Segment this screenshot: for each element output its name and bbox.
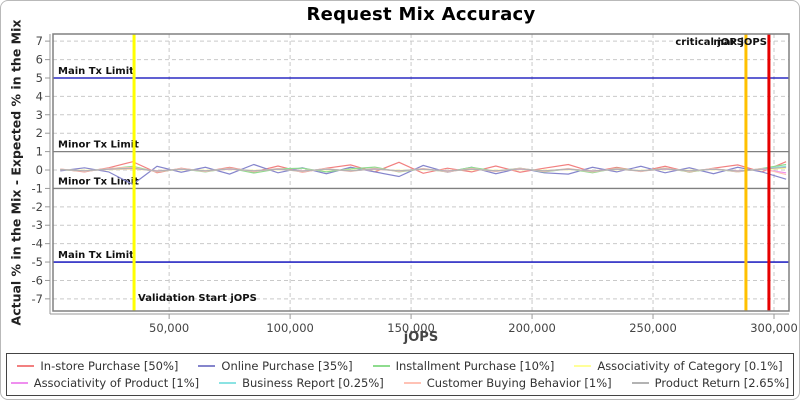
marker-label: Validation Start jOPS bbox=[138, 293, 257, 304]
legend-swatch bbox=[372, 364, 390, 367]
series-line bbox=[60, 166, 787, 172]
y-tick-label: 6 bbox=[36, 53, 43, 67]
limit-line-label: Main Tx Limit bbox=[58, 66, 134, 77]
legend-item: Associativity of Product [1%] bbox=[10, 376, 200, 391]
y-tick-label: -4 bbox=[32, 237, 43, 251]
legend-item: Product Return [2.65%] bbox=[631, 376, 790, 391]
y-tick-label: 1 bbox=[36, 145, 43, 159]
y-tick-label: 5 bbox=[36, 71, 43, 85]
legend-swatch bbox=[17, 364, 35, 367]
series-line bbox=[60, 163, 787, 186]
x-tick-label: 250,000 bbox=[629, 321, 677, 335]
legend-label: In-store Purchase [50%] bbox=[40, 358, 179, 373]
legend-item: Installment Purchase [10%] bbox=[372, 358, 555, 373]
y-tick-label: -3 bbox=[32, 218, 43, 232]
legend-swatch bbox=[631, 382, 649, 385]
x-tick-label: 200,000 bbox=[508, 321, 556, 335]
legend-swatch bbox=[198, 364, 216, 367]
legend-label: Installment Purchase [10%] bbox=[395, 358, 555, 373]
legend-label: Online Purchase [35%] bbox=[221, 358, 353, 373]
y-tick-label: 2 bbox=[36, 126, 43, 140]
y-tick-label: 4 bbox=[36, 89, 43, 103]
y-tick-label: 3 bbox=[36, 108, 43, 122]
legend-item: Customer Buying Behavior [1%] bbox=[403, 376, 612, 391]
x-axis-label: jOPS bbox=[403, 330, 439, 345]
y-tick-label: -5 bbox=[32, 255, 43, 269]
y-tick-label: 0 bbox=[36, 163, 43, 177]
legend-swatch bbox=[403, 382, 421, 385]
y-tick-label: 7 bbox=[36, 34, 43, 48]
x-tick-label: 150,000 bbox=[387, 321, 435, 335]
legend-swatch bbox=[219, 382, 237, 385]
chart-title: Request Mix Accuracy bbox=[306, 4, 536, 25]
legend-item: Online Purchase [35%] bbox=[198, 358, 353, 373]
legend-row-1: In-store Purchase [50%] Online Purchase [… bbox=[13, 359, 787, 373]
legend-swatch bbox=[10, 382, 28, 385]
x-tick-label: 300,000 bbox=[750, 321, 798, 335]
legend-label: Customer Buying Behavior [1%] bbox=[426, 376, 612, 391]
x-tick-label: 100,000 bbox=[266, 321, 314, 335]
limit-line-label: Main Tx Limit bbox=[58, 250, 134, 261]
y-tick-label: -2 bbox=[32, 200, 43, 214]
plot-border bbox=[52, 33, 790, 312]
legend-label: Associativity of Category [0.1%] bbox=[597, 358, 783, 373]
limit-line-label: Minor Tx Limit bbox=[58, 176, 139, 187]
limit-line-label: Minor Tx Limit bbox=[58, 140, 139, 151]
legend-swatch bbox=[574, 364, 592, 367]
legend-item: Business Report [0.25%] bbox=[219, 376, 384, 390]
plot-area: -7 -6 -5 -4 -3 -2 -1 0 1 2 3 4 5 6 7 50,000 100,000 150,0… bbox=[32, 33, 798, 335]
series-group bbox=[60, 161, 787, 186]
legend-label: Associativity of Product [1%] bbox=[33, 376, 200, 391]
y-tick-label: -7 bbox=[32, 292, 43, 306]
legend: In-store Purchase [50%] Online Purchase [… bbox=[6, 353, 794, 396]
marker-label: max jOPS bbox=[713, 37, 767, 48]
legend-label: Product Return [2.65%] bbox=[654, 376, 790, 391]
x-tick-label: 50,000 bbox=[149, 321, 189, 335]
legend-item: Associativity of Category [0.1%] bbox=[574, 358, 783, 373]
legend-label: Business Report [0.25%] bbox=[242, 376, 384, 391]
y-tick-label: -1 bbox=[32, 181, 43, 195]
marker-label: critical jOPS bbox=[675, 37, 744, 48]
legend-row-2: Associativity of Product [1%] Business Re… bbox=[10, 376, 790, 391]
y-tick-label: -6 bbox=[32, 273, 43, 287]
legend-item: In-store Purchase [50%] bbox=[17, 359, 178, 373]
